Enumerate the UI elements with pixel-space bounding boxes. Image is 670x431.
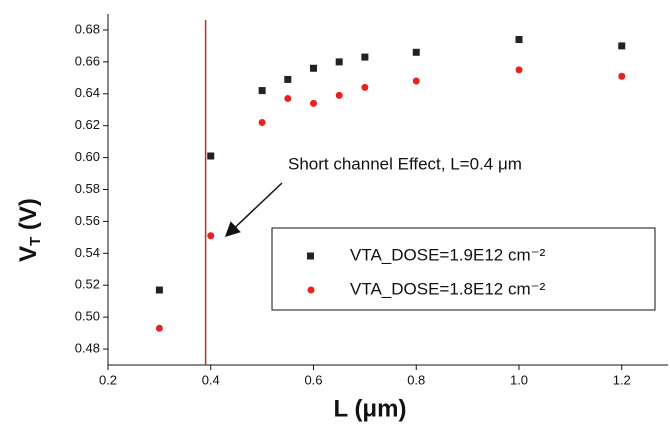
point — [618, 72, 626, 80]
y-label-unit: (V) — [15, 198, 42, 237]
y-tick-label: 0.64 — [75, 85, 100, 100]
legend-label: VTA_DOSE=1.8E12 cm⁻² — [350, 279, 546, 298]
point — [258, 118, 266, 126]
point — [207, 152, 215, 160]
point — [310, 64, 318, 72]
legend — [271, 227, 656, 311]
point — [412, 77, 420, 85]
y-label-sub: T — [27, 237, 44, 246]
point — [284, 95, 292, 103]
y-tick-label: 0.66 — [75, 53, 100, 68]
legend-marker — [307, 286, 315, 294]
point — [284, 75, 292, 83]
annotation: Short channel Effect, L=0.4 μm — [288, 154, 522, 173]
point — [361, 83, 369, 91]
point — [207, 232, 215, 240]
y-tick-label: 0.52 — [75, 277, 100, 292]
x-tick-label: 1.0 — [510, 372, 528, 387]
legend-label: VTA_DOSE=1.9E12 cm⁻² — [350, 245, 546, 264]
point — [335, 91, 343, 99]
x-axis-label: L (μm) — [334, 395, 407, 422]
y-tick-label: 0.50 — [75, 309, 100, 324]
y-axis-label: VT (V) — [15, 198, 44, 262]
y-tick-label: 0.56 — [75, 213, 100, 228]
y-tick-label: 0.54 — [75, 245, 100, 260]
x-tick-label: 1.2 — [613, 372, 631, 387]
point — [155, 324, 163, 332]
x-tick-label: 0.4 — [202, 372, 220, 387]
y-tick-label: 0.60 — [75, 149, 100, 164]
point — [258, 87, 266, 95]
y-tick-label: 0.68 — [75, 21, 100, 36]
point — [335, 58, 343, 66]
y-tick-label: 0.48 — [75, 340, 100, 355]
point — [412, 48, 420, 56]
legend-marker — [307, 252, 314, 260]
y-tick-label: 0.58 — [75, 181, 100, 196]
y-label-main: V — [15, 246, 42, 262]
point — [618, 42, 626, 50]
x-tick-label: 0.2 — [99, 372, 117, 387]
x-tick-label: 0.6 — [304, 372, 322, 387]
point — [515, 36, 523, 44]
x-tick-label: 0.8 — [407, 372, 425, 387]
point — [155, 286, 163, 294]
point — [310, 99, 318, 107]
point — [361, 53, 369, 61]
y-tick-label: 0.62 — [75, 117, 100, 132]
arrow — [224, 182, 283, 238]
point — [515, 66, 523, 74]
